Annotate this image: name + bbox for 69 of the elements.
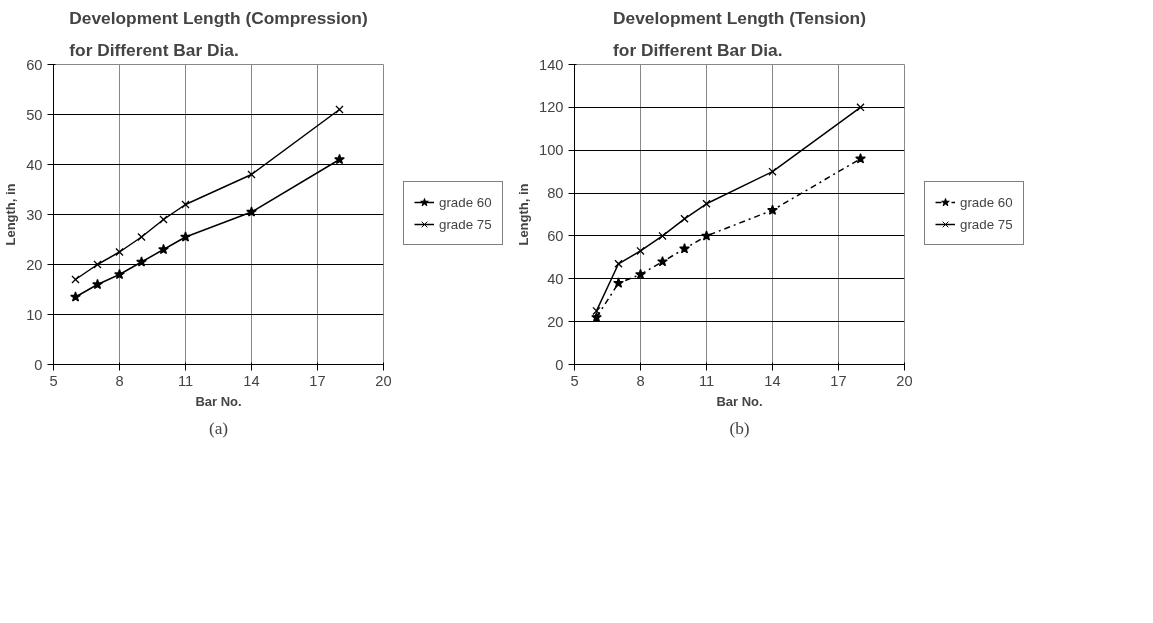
y-tick-label: 80 xyxy=(547,185,564,202)
point xyxy=(71,275,80,284)
point xyxy=(137,232,146,242)
legend-label: grade 60 xyxy=(439,194,492,210)
point xyxy=(246,206,257,217)
point xyxy=(767,204,778,215)
y-tick-label: 40 xyxy=(547,270,564,287)
point xyxy=(136,256,147,267)
x-tick-label: 5 xyxy=(49,372,58,389)
y-tick-label: 60 xyxy=(26,56,43,73)
y-tick-label: 140 xyxy=(539,56,564,73)
point xyxy=(592,306,601,316)
legend-label: grade 75 xyxy=(960,216,1013,232)
point xyxy=(92,278,103,290)
point xyxy=(114,268,125,280)
point xyxy=(247,170,256,179)
y-axis-title: Length, in xyxy=(516,183,532,246)
y-tick-label: 40 xyxy=(26,156,43,173)
point xyxy=(614,259,623,268)
point xyxy=(679,243,690,254)
point xyxy=(856,103,865,112)
x-axis-title: Bar No. xyxy=(195,393,242,409)
x-axis-title: Bar No. xyxy=(716,393,763,409)
y-tick-label: 100 xyxy=(539,142,564,159)
point xyxy=(334,153,345,165)
y-tick-label: 50 xyxy=(26,106,43,123)
point xyxy=(657,255,668,267)
point xyxy=(613,277,624,288)
x-tick-label: 14 xyxy=(764,372,781,389)
point xyxy=(855,153,866,164)
x-tick-label: 20 xyxy=(896,372,913,389)
y-tick-label: 10 xyxy=(26,306,43,323)
x-tick-label: 8 xyxy=(115,372,124,389)
legend-label: grade 75 xyxy=(439,216,492,232)
point xyxy=(180,231,191,242)
x-tick-label: 8 xyxy=(636,372,645,389)
point xyxy=(658,231,667,241)
x-tick-label: 17 xyxy=(830,372,847,389)
point xyxy=(680,214,689,223)
point xyxy=(701,230,712,241)
x-tick-label: 11 xyxy=(177,372,194,389)
y-axis-title: Length, in xyxy=(3,183,19,246)
x-tick-label: 11 xyxy=(698,372,715,389)
x-tick-label: 5 xyxy=(570,372,579,389)
y-tick-label: 0 xyxy=(34,356,43,373)
text: (b) xyxy=(729,418,750,438)
x-tick-label: 20 xyxy=(375,372,392,389)
point xyxy=(159,215,168,224)
point xyxy=(70,291,81,302)
y-tick-label: 60 xyxy=(547,227,564,244)
y-tick-label: 0 xyxy=(555,356,564,373)
x-tick-label: 17 xyxy=(309,372,326,389)
chart-title: Development Length (Tension) for Different Bar Dia. xyxy=(613,7,866,60)
y-tick-label: 20 xyxy=(547,313,564,330)
point xyxy=(335,105,344,114)
point xyxy=(702,199,711,208)
legend-label: grade 60 xyxy=(960,194,1013,210)
y-tick-label: 20 xyxy=(26,256,43,273)
point xyxy=(158,243,169,255)
y-tick-label: 30 xyxy=(26,206,43,223)
text: (a) xyxy=(208,418,229,438)
point xyxy=(768,167,777,176)
y-tick-label: 120 xyxy=(539,99,564,116)
point xyxy=(181,200,190,209)
point xyxy=(636,246,645,256)
point xyxy=(93,260,102,269)
x-tick-label: 14 xyxy=(243,372,260,389)
point xyxy=(115,247,124,257)
chart-title: Development Length (Compression) for Different Bar Dia. xyxy=(69,7,368,60)
